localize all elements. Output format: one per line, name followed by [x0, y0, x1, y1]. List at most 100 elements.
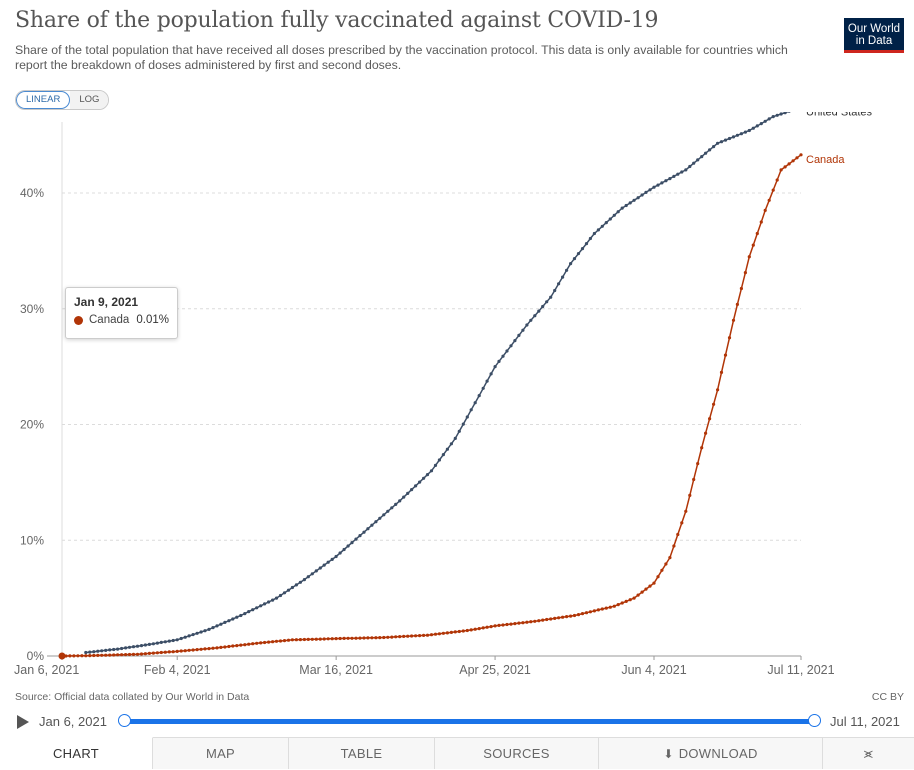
data-point: [104, 648, 108, 653]
data-point: [418, 480, 422, 484]
tab-map[interactable]: MAP: [153, 738, 289, 769]
data-point: [120, 653, 124, 657]
data-point: [545, 300, 549, 304]
data-point: [751, 126, 755, 130]
data-point: [461, 422, 465, 426]
data-point: [318, 566, 322, 570]
data-point: [624, 203, 628, 208]
play-icon[interactable]: [17, 715, 29, 729]
data-point: [771, 188, 775, 192]
data-point: [167, 639, 171, 643]
data-point: [207, 627, 211, 632]
data-point: [314, 569, 318, 573]
data-point: [183, 635, 187, 639]
log-scale-button[interactable]: LOG: [70, 91, 109, 109]
data-point: [147, 642, 151, 647]
data-point: [608, 217, 612, 221]
data-point: [410, 634, 414, 638]
data-point: [223, 620, 227, 624]
data-point: [366, 636, 370, 640]
data-point: [80, 654, 84, 658]
data-point: [334, 637, 338, 641]
license-link[interactable]: CC BY: [871, 691, 904, 703]
data-point: [727, 136, 732, 141]
data-point: [382, 513, 386, 517]
x-tick-label: Jun 4, 2021: [621, 663, 686, 677]
data-point: [620, 206, 624, 210]
data-point: [735, 302, 740, 306]
data-point: [668, 177, 672, 181]
data-point: [72, 654, 76, 658]
data-point: [330, 557, 334, 561]
data-point: [175, 638, 179, 642]
data-point: [743, 271, 748, 275]
data-point: [135, 652, 140, 656]
data-point: [282, 639, 287, 643]
data-point: [425, 473, 430, 477]
owid-logo[interactable]: Our World in Data: [844, 18, 904, 53]
data-point: [441, 453, 445, 457]
data-point: [676, 532, 680, 537]
data-point: [688, 493, 692, 497]
data-point: [517, 333, 521, 337]
tab-share[interactable]: ⪤: [823, 738, 914, 769]
data-point: [76, 654, 80, 658]
data-point: [211, 626, 215, 630]
data-point: [398, 499, 402, 503]
data-point: [537, 619, 541, 623]
data-point: [592, 231, 597, 236]
data-point: [131, 645, 136, 649]
timeline-track[interactable]: [124, 719, 815, 724]
data-point: [179, 636, 183, 641]
data-point: [529, 620, 533, 624]
data-point: [183, 649, 187, 653]
data-point: [735, 133, 740, 137]
tab-table[interactable]: TABLE: [289, 738, 435, 769]
data-point: [449, 442, 453, 446]
data-point: [124, 646, 128, 650]
tab-sources[interactable]: SOURCES: [435, 738, 599, 769]
data-point: [366, 527, 370, 531]
data-point: [163, 650, 167, 654]
linear-scale-button[interactable]: LINEAR: [16, 91, 71, 109]
data-point: [96, 653, 100, 658]
data-point: [477, 394, 481, 398]
label-layer: United States Canada: [58, 112, 873, 660]
data-point: [453, 436, 457, 440]
series-line: [62, 154, 802, 657]
data-point: [207, 647, 211, 651]
data-point: [513, 339, 517, 343]
data-point: [501, 354, 505, 358]
timeline-start-handle[interactable]: [118, 714, 131, 727]
tab-download[interactable]: ⬇ DOWNLOAD: [599, 738, 823, 769]
data-point: [441, 631, 445, 635]
tab-chart[interactable]: CHART: [0, 737, 153, 769]
data-point: [390, 506, 394, 510]
data-point: [286, 638, 291, 642]
data-point: [596, 228, 601, 232]
data-point: [390, 635, 394, 639]
data-point: [640, 590, 644, 594]
data-point: [120, 646, 124, 651]
data-point: [668, 556, 672, 560]
tooltip-date: Jan 9, 2021: [74, 295, 139, 309]
data-point: [521, 328, 525, 332]
data-point: [159, 650, 163, 655]
data-point: [394, 502, 398, 506]
data-point: [449, 630, 453, 635]
data-point: [775, 113, 779, 117]
data-point: [576, 613, 581, 617]
data-point: [326, 560, 330, 564]
x-tick-label: Feb 4, 2021: [144, 663, 211, 677]
data-point: [485, 379, 489, 383]
data-point: [429, 633, 434, 637]
data-point: [322, 563, 326, 567]
timeline-end-handle[interactable]: [808, 714, 821, 727]
data-point: [247, 642, 251, 646]
data-point: [644, 190, 648, 194]
data-point: [151, 642, 155, 646]
data-point: [747, 128, 751, 133]
data-point: [187, 634, 191, 638]
data-point: [692, 477, 696, 482]
data-point: [263, 640, 267, 645]
